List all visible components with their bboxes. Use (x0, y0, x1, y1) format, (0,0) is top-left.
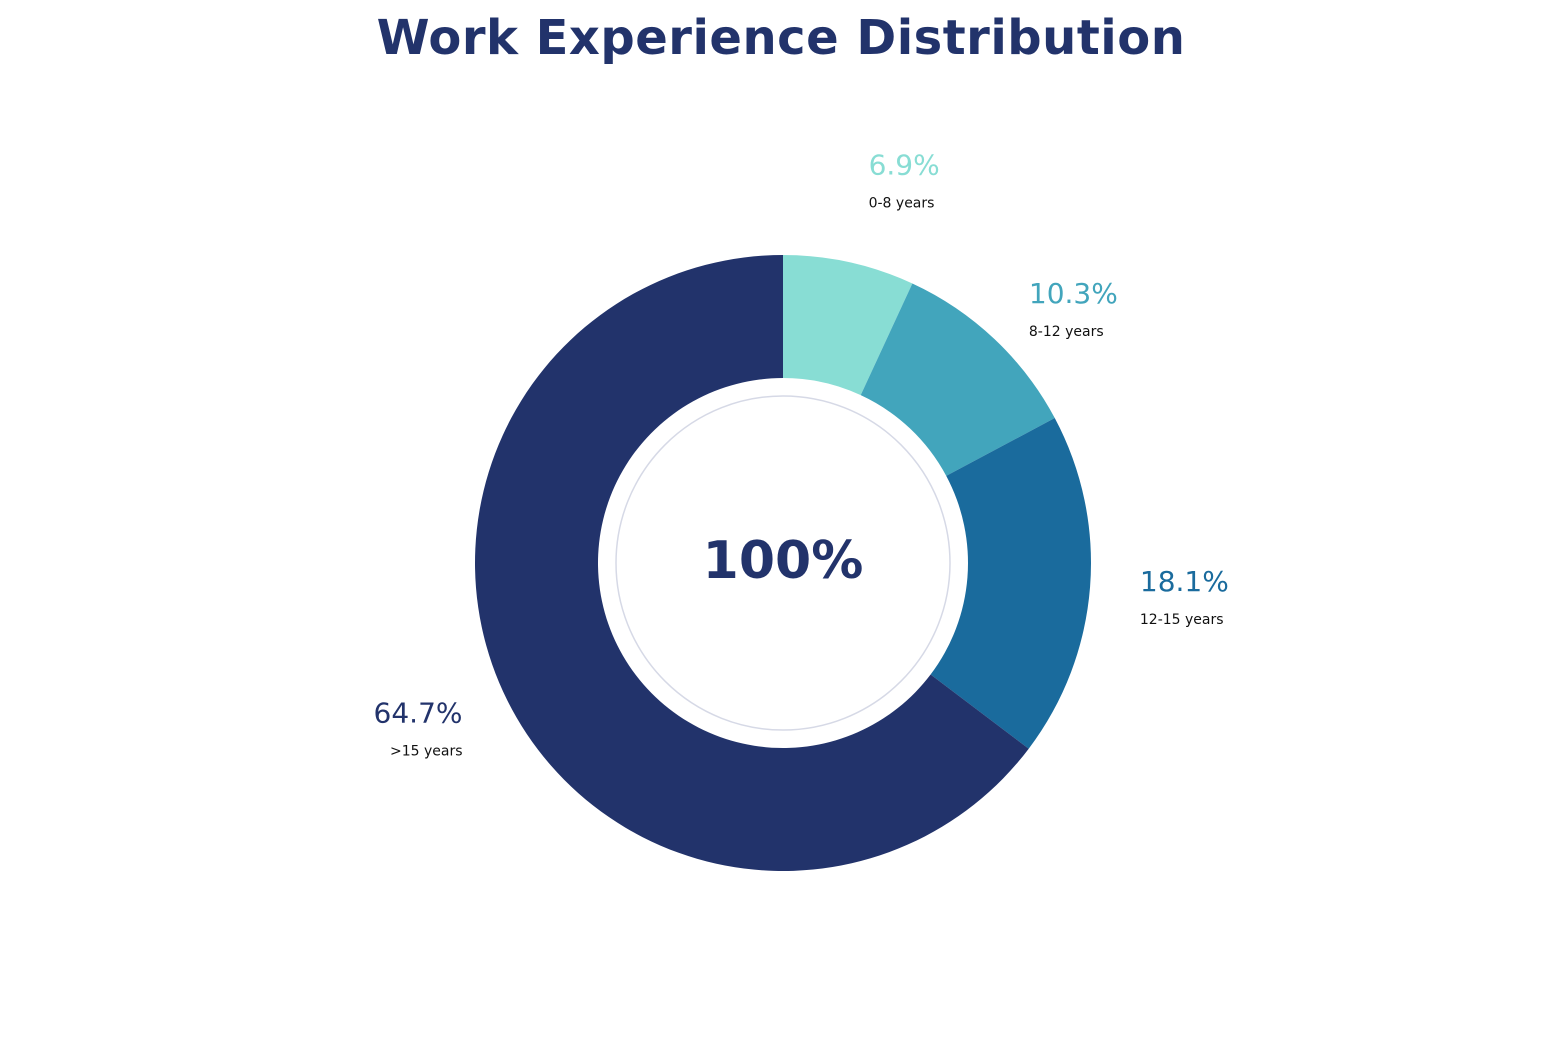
labels-layer: 6.9% 0-8 years 10.3% 8-12 years 18.1% 12-15 y… (374, 148, 1229, 759)
center-total-label: 100% (703, 531, 864, 591)
slice-percent-label: 6.9% (869, 148, 940, 181)
slice-percent-label: 10.3% (1029, 277, 1118, 310)
slice-category-label: 12-15 years (1140, 612, 1224, 628)
slice-category-label: 0-8 years (869, 195, 935, 211)
slice-percent-label: 18.1% (1140, 565, 1229, 598)
donut-slice (783, 255, 913, 396)
inner-ring (615, 395, 951, 731)
slice-category-label: >15 years (390, 744, 463, 760)
donut-slice (860, 283, 1055, 476)
donut-slice (474, 255, 1029, 871)
slice-category-label: 8-12 years (1029, 324, 1104, 340)
chart-title: Work Experience Distribution (376, 10, 1186, 66)
donut-slice (930, 418, 1091, 749)
slices-layer (474, 255, 1091, 871)
slice-percent-label: 64.7% (374, 697, 463, 730)
